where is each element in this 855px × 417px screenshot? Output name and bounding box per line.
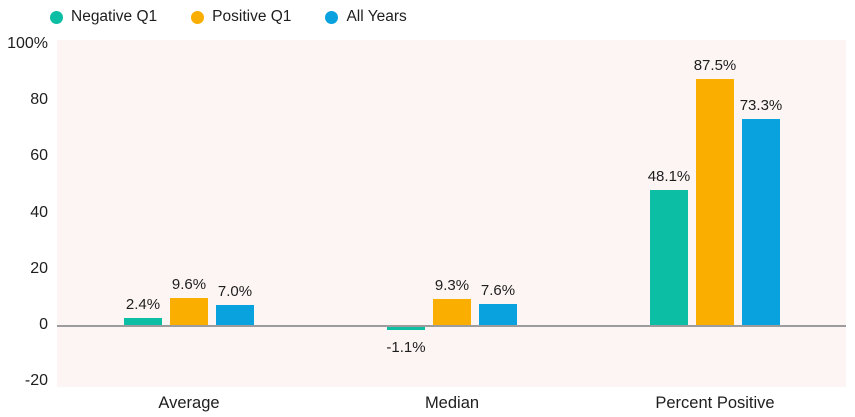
x-category-label: Median [424, 394, 480, 412]
legend-item-0: Negative Q1 [50, 8, 157, 26]
legend-label: Negative Q1 [71, 8, 158, 25]
bar-negative-q1-average [124, 318, 162, 325]
bar-all-years-percent-positive [742, 119, 780, 325]
y-tick-label: 100% [7, 35, 48, 52]
y-tick-label: 20 [30, 260, 48, 277]
y-tick-label: 0 [39, 316, 48, 333]
bar-value-label: 2.4% [125, 296, 161, 313]
bar-value-label: 9.3% [434, 277, 470, 294]
bar-value-label: 48.1% [647, 168, 691, 185]
bar-value-label: 87.5% [693, 57, 737, 74]
bar-value-label: 7.6% [480, 282, 516, 299]
y-tick-label: 80 [30, 91, 48, 108]
bar-value-label: 7.0% [217, 283, 253, 300]
bar-positive-q1-average [170, 298, 208, 325]
bar-value-label: -1.1% [386, 339, 426, 356]
legend-dot-icon [50, 10, 63, 24]
bar-all-years-average [216, 305, 254, 325]
legend-label: All Years [346, 8, 407, 25]
legend-item-1: Positive Q1 [191, 8, 291, 26]
y-tick-label: 60 [30, 147, 48, 164]
bar-value-label: 73.3% [739, 97, 783, 114]
bar-all-years-median [479, 304, 517, 325]
y-tick-label: -20 [24, 372, 48, 389]
zero-axis-line [57, 325, 846, 327]
legend-dot-icon [325, 10, 339, 24]
chart-legend: Negative Q1 Positive Q1 All Years [50, 8, 407, 26]
x-category-label: Average [158, 394, 220, 412]
legend-dot-icon [191, 10, 205, 24]
bar-negative-q1-percent-positive [650, 190, 688, 325]
bar-positive-q1-percent-positive [696, 79, 734, 325]
y-tick-label: 40 [30, 204, 48, 221]
legend-item-2: All Years [325, 8, 407, 26]
bar-value-label: 9.6% [171, 276, 207, 293]
bar-negative-q1-median [387, 327, 425, 330]
legend-label: Positive Q1 [212, 8, 292, 25]
x-category-label: Percent Positive [655, 394, 775, 412]
bar-positive-q1-median [433, 299, 471, 325]
